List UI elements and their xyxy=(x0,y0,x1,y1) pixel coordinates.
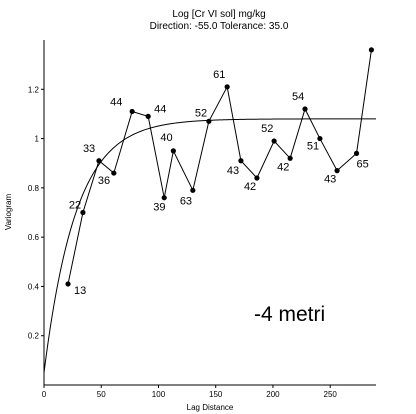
data-point xyxy=(254,175,260,181)
pair-count-label: 39 xyxy=(153,202,165,214)
data-point xyxy=(302,106,308,112)
data-point xyxy=(170,148,176,154)
data-point xyxy=(65,281,71,287)
x-tick-label: 0 xyxy=(42,390,47,399)
point-labels: 13 22 33 36 44 44 39 40 63 52 61 43 42 52 42 54 51 43 65 xyxy=(69,69,369,297)
y-tick-label: 0.8 xyxy=(28,184,40,193)
data-point xyxy=(334,168,340,174)
data-points xyxy=(65,47,375,287)
pair-count-label: 13 xyxy=(74,285,86,297)
pair-count-label: 43 xyxy=(227,165,239,177)
data-point xyxy=(353,150,360,156)
y-axis-label: Variogram xyxy=(4,194,13,231)
data-point xyxy=(80,209,86,216)
pair-count-label: 40 xyxy=(160,132,172,144)
data-point xyxy=(161,195,167,201)
pair-count-label: 42 xyxy=(277,161,289,173)
data-point xyxy=(224,84,230,90)
x-tick-label: 250 xyxy=(324,390,338,399)
data-point xyxy=(96,158,102,164)
annotation-depth: -4 metri xyxy=(254,303,325,326)
y-tick-label: 1.2 xyxy=(28,85,40,94)
pair-count-label: 63 xyxy=(180,195,192,207)
y-tick-label: 0.2 xyxy=(28,332,40,341)
y-tick-label: 0.6 xyxy=(28,233,40,242)
pair-count-label: 44 xyxy=(154,103,166,115)
x-tick-label: 150 xyxy=(209,390,223,399)
x-tick-label: 200 xyxy=(266,390,280,399)
pair-count-label: 43 xyxy=(324,174,336,186)
experimental-line xyxy=(67,49,372,285)
x-tick-label: 50 xyxy=(97,390,106,399)
data-point xyxy=(368,47,375,53)
pair-count-label: 54 xyxy=(292,91,304,103)
x-ticks: 0 50 100 150 200 250 xyxy=(42,385,338,399)
x-tick-label: 100 xyxy=(152,390,166,399)
chart-subtitle: Direction: -55.0 Tolerance: 35.0 xyxy=(150,21,289,32)
pair-count-label: 42 xyxy=(244,181,256,193)
pair-count-label: 36 xyxy=(98,175,110,187)
x-axis-label: Lag Distance xyxy=(187,403,234,412)
data-point xyxy=(190,187,196,193)
model-curve xyxy=(43,118,376,373)
pair-count-label: 44 xyxy=(110,96,122,108)
y-tick-label: 0.4 xyxy=(28,282,40,291)
data-point xyxy=(287,155,293,161)
pair-count-label: 65 xyxy=(357,158,369,170)
data-point xyxy=(111,170,117,176)
pair-count-label: 61 xyxy=(213,69,225,81)
data-point xyxy=(129,108,135,115)
chart-title: Log [Cr VI sol] mg/kg xyxy=(172,9,265,20)
data-point xyxy=(206,118,212,124)
y-tick-label: 1 xyxy=(35,135,40,144)
pair-count-label: 51 xyxy=(307,141,319,153)
data-point xyxy=(238,158,244,164)
pair-count-label: 22 xyxy=(69,200,81,212)
pair-count-label: 52 xyxy=(261,123,273,135)
data-point xyxy=(271,138,277,144)
data-point xyxy=(317,135,323,142)
pair-count-label: 52 xyxy=(195,107,207,119)
data-point xyxy=(145,113,151,119)
y-ticks: 0.2 0.4 0.6 0.8 1 1.2 xyxy=(28,85,44,341)
pair-count-label: 33 xyxy=(83,143,95,155)
